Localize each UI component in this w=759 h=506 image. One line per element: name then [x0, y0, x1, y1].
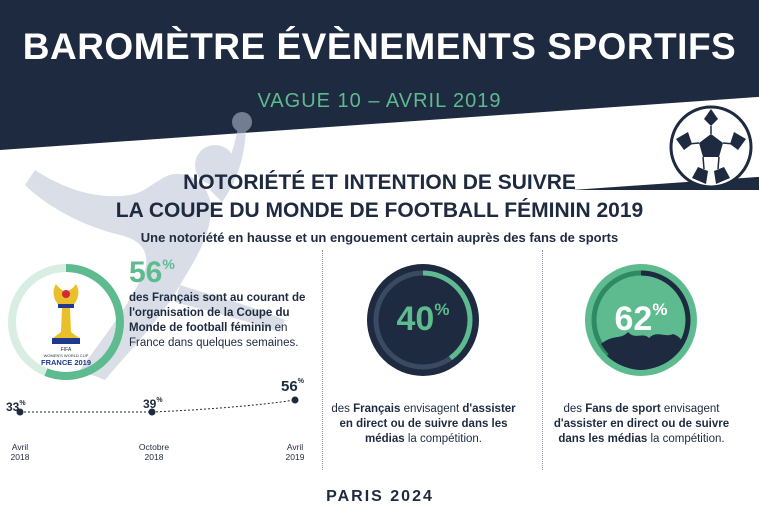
soccer-ball-icon [669, 105, 753, 189]
next-section-heading: PARIS 2024 [326, 488, 434, 505]
stat-fans-circle: 62% [583, 262, 699, 378]
female-player-silhouette-icon [25, 112, 285, 380]
section-tagline: Une notoriété en hausse et un engouement… [140, 230, 619, 245]
stat-fans-text: des Fans de sport envisagent d'assister … [553, 403, 730, 445]
stat-fans-value: 62% [614, 300, 668, 338]
timeline-point [291, 396, 299, 404]
timeline-point [16, 408, 24, 416]
trophy-icon [52, 284, 80, 344]
stat-francais-value: 40% [396, 300, 450, 338]
world-cup-logo-ring: FIFA WOMEN'S WORLD CUP FRANCE 2019 [8, 264, 124, 380]
timeline-point [148, 408, 156, 416]
timeline-date-2: Octobre 2018 [138, 442, 170, 462]
awareness-description: des Français sont au courant de l'organi… [129, 292, 306, 349]
page-title: BAROMÈTRE ÉVÈNEMENTS SPORTIFS [22, 26, 737, 67]
column-divider [542, 250, 543, 470]
timeline-date-3: Avril 2019 [285, 442, 305, 462]
column-divider [322, 250, 323, 470]
stat-francais-circle: 40% [365, 262, 481, 378]
timeline-date-1: Avril 2018 [10, 442, 30, 462]
section-heading-line2: LA COUPE DU MONDE DE FOOTBALL FÉMININ 20… [115, 199, 644, 222]
page-subtitle: VAGUE 10 – AVRIL 2019 [257, 90, 502, 112]
section-heading-line1: NOTORIÉTÉ ET INTENTION DE SUIVRE [183, 171, 576, 194]
logo-text-wwc: WOMEN'S WORLD CUP [44, 353, 89, 358]
timeline-value-3: 56% [281, 378, 304, 395]
awareness-percentage: 56% [129, 256, 175, 289]
logo-text-france: FRANCE 2019 [41, 358, 91, 367]
stat-francais-text: des Français envisagent d'assister en di… [331, 403, 516, 445]
awareness-timeline [16, 396, 299, 416]
logo-text-fifa: FIFA [61, 347, 72, 353]
timeline-value-1: 33% [6, 400, 26, 414]
crowd-silhouette-icon [601, 332, 683, 370]
timeline-value-2: 39% [143, 397, 163, 411]
